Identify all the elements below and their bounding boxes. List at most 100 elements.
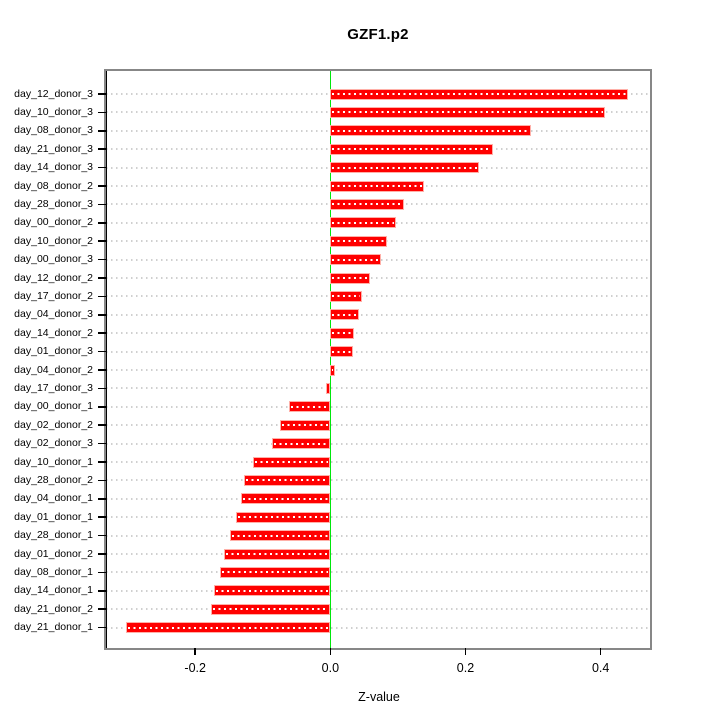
y-category-label: day_17_donor_3 [14, 381, 93, 394]
bar [330, 309, 359, 321]
y-axis-tick [98, 166, 106, 169]
y-category-label: day_04_donor_3 [14, 308, 93, 321]
gridline [106, 277, 650, 279]
bar-center-dotted-line [127, 626, 329, 629]
bar [243, 474, 331, 486]
bar-center-dotted-line [332, 221, 394, 224]
y-category-label: day_04_donor_1 [14, 492, 93, 505]
y-category-label: day_01_donor_1 [14, 510, 93, 523]
y-category-label: day_00_donor_2 [14, 216, 93, 229]
y-category-label: day_21_donor_2 [14, 602, 93, 615]
bar-center-dotted-line [254, 461, 329, 463]
y-axis-tick [98, 406, 106, 408]
gridline [106, 295, 650, 298]
gridline [106, 442, 650, 445]
plot-frame [104, 69, 652, 650]
bar [210, 603, 331, 615]
y-axis-tick [98, 185, 106, 187]
y-axis-tick [98, 479, 106, 482]
gridline [106, 571, 650, 574]
gridline [106, 387, 650, 390]
plot-area [106, 71, 650, 648]
bar-center-dotted-line [332, 295, 361, 298]
y-axis-tick [98, 203, 106, 206]
bar-center-dotted-line [332, 240, 386, 243]
x-tick-label: 0.2 [456, 661, 475, 675]
bar-center-dotted-line [332, 185, 423, 187]
bar [330, 180, 425, 192]
y-category-label: day_14_donor_1 [14, 584, 93, 597]
bar [230, 530, 331, 542]
y-axis-tick [98, 571, 106, 574]
bar-center-dotted-line [282, 424, 329, 427]
y-axis-tick [98, 534, 106, 537]
bar [280, 419, 331, 431]
gridline [106, 626, 650, 629]
bar-center-dotted-line [332, 129, 530, 132]
bar [330, 106, 606, 118]
y-axis-tick [98, 295, 106, 298]
y-category-label: day_14_donor_2 [14, 326, 93, 339]
y-axis-tick [98, 258, 106, 261]
y-category-label: day_00_donor_3 [14, 253, 93, 266]
bar-center-dotted-line [243, 497, 329, 500]
gridline [106, 369, 650, 371]
y-axis-tick [98, 222, 106, 224]
bar [330, 346, 354, 358]
x-axis-tick [464, 648, 467, 655]
gridline [106, 479, 650, 482]
y-axis-tick [98, 424, 106, 426]
bar [125, 622, 331, 634]
bar [330, 272, 370, 284]
bar [330, 143, 494, 155]
y-axis-tick [98, 314, 106, 316]
gridline [106, 497, 650, 500]
y-category-label: day_21_donor_1 [14, 621, 93, 634]
bar [235, 511, 331, 523]
bar-center-dotted-line [332, 166, 477, 169]
y-axis-tick [98, 608, 106, 610]
y-axis-tick [98, 240, 106, 242]
y-category-label: day_28_donor_3 [14, 197, 93, 210]
bar-center-dotted-line [222, 571, 329, 574]
bar-center-dotted-line [332, 277, 368, 279]
gridline [106, 424, 650, 427]
chart-title: GZF1.p2 [347, 26, 409, 43]
y-axis-tick [98, 626, 106, 629]
y-category-label: day_10_donor_1 [14, 455, 93, 468]
gridline [106, 405, 650, 408]
bar-center-dotted-line [274, 442, 329, 445]
y-category-label: day_02_donor_2 [14, 418, 93, 431]
y-axis-tick [98, 350, 106, 353]
bar-center-dotted-line [332, 111, 604, 114]
bar-center-dotted-line [216, 589, 329, 592]
y-axis-tick [98, 332, 106, 334]
y-axis-tick [98, 277, 106, 279]
bar [330, 88, 629, 100]
bar [289, 401, 331, 413]
bar [224, 548, 331, 560]
bar-center-dotted-line [332, 313, 357, 316]
bar-center-dotted-line [332, 369, 334, 371]
bar-center-dotted-line [245, 479, 329, 482]
bar [252, 456, 331, 468]
bar [330, 162, 479, 174]
gridline [106, 461, 650, 463]
y-axis-tick [98, 93, 106, 95]
y-axis-tick [98, 148, 106, 150]
bar-center-dotted-line [332, 93, 627, 95]
bar [330, 364, 336, 376]
y-category-label: day_01_donor_2 [14, 547, 93, 560]
y-axis-line [105, 71, 107, 648]
bar [330, 327, 354, 339]
bar [325, 382, 331, 394]
bar [330, 125, 532, 137]
y-category-label: day_12_donor_3 [14, 87, 93, 100]
x-axis-tick [599, 648, 602, 655]
bar-center-dotted-line [332, 148, 492, 151]
bar-center-dotted-line [232, 534, 329, 537]
y-category-label: day_10_donor_3 [14, 105, 93, 118]
y-axis-tick [98, 516, 106, 518]
y-category-label: day_12_donor_2 [14, 271, 93, 284]
